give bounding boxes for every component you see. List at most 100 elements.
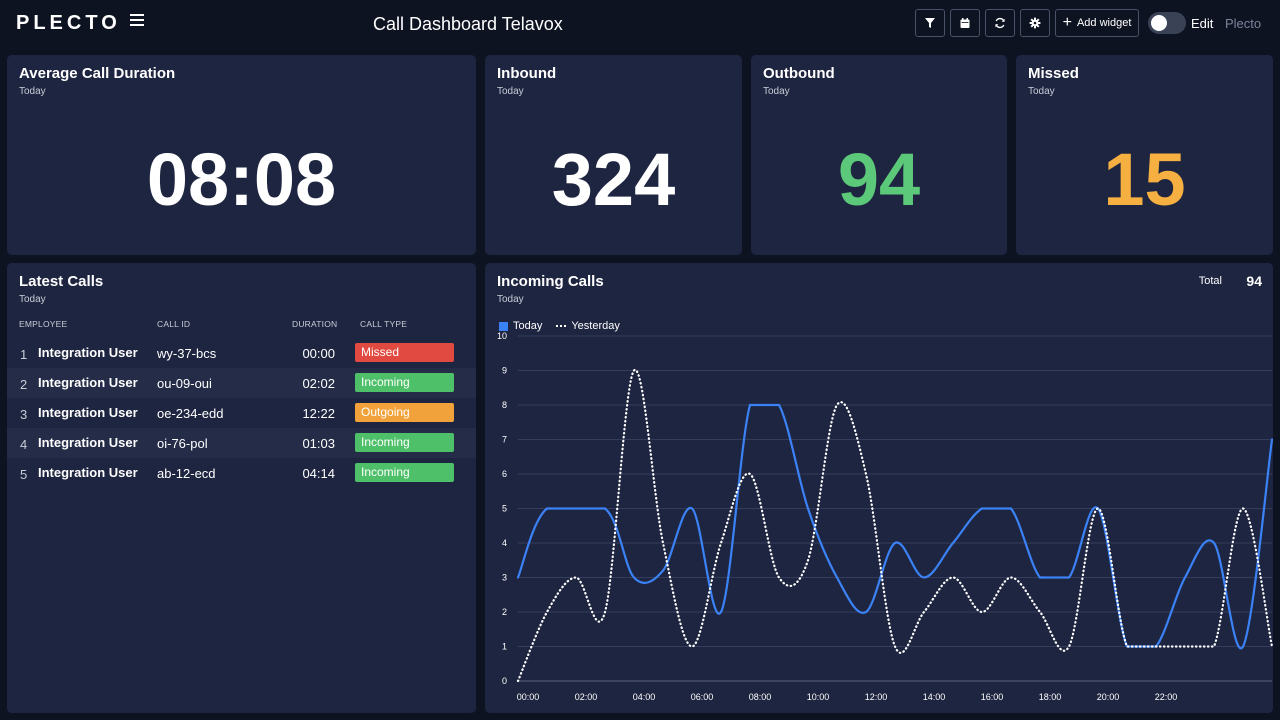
y-tick-label: 7 — [502, 435, 507, 445]
refresh-button[interactable] — [985, 9, 1015, 37]
widget-title: Missed — [1028, 65, 1079, 82]
x-tick-label: 14:00 — [923, 692, 946, 702]
call-duration: 00:00 — [302, 346, 335, 361]
table-row[interactable]: 5 Integration User ab-12-ecd 04:14 Incom… — [7, 458, 476, 488]
y-tick-label: 4 — [502, 538, 507, 548]
x-tick-label: 16:00 — [981, 692, 1004, 702]
y-tick-label: 3 — [502, 573, 507, 583]
legend-label-yesterday[interactable]: Yesterday — [571, 320, 620, 332]
refresh-icon — [995, 17, 1005, 29]
x-tick-label: 02:00 — [575, 692, 598, 702]
latest-calls-widget: Latest Calls Today EMPLOYEE CALL ID DURA… — [7, 263, 476, 713]
missed-widget: Missed Today 15 — [1016, 55, 1273, 255]
table-row[interactable]: 4 Integration User oi-76-pol 01:03 Incom… — [7, 428, 476, 458]
avg-duration-value: 08:08 — [146, 138, 337, 221]
employee-name: Integration User — [38, 375, 138, 390]
inbound-widget: Inbound Today 324 — [485, 55, 742, 255]
row-index: 3 — [20, 407, 28, 422]
legend-swatch-today — [499, 321, 508, 331]
table-row[interactable]: 1 Integration User wy-37-bcs 00:00 Misse… — [7, 338, 476, 368]
menu-icon[interactable] — [130, 14, 144, 28]
y-tick-label: 10 — [497, 331, 507, 341]
x-tick-label: 20:00 — [1097, 692, 1120, 702]
widget-subtitle: Today — [19, 86, 46, 97]
dashboard-title: Call Dashboard Telavox — [373, 14, 563, 34]
call-id: ab-12-ecd — [157, 466, 216, 481]
legend-swatch-yesterday — [556, 325, 567, 327]
y-tick-label: 8 — [502, 400, 507, 410]
widget-title: Outbound — [763, 65, 835, 82]
call-type-badge: Incoming — [355, 463, 454, 482]
call-id: wy-37-bcs — [157, 346, 217, 361]
widget-title: Inbound — [497, 65, 557, 82]
call-duration: 01:03 — [302, 436, 335, 451]
y-tick-label: 6 — [502, 469, 507, 479]
incoming-calls-chart: 0 1 2 3 4 5 6 7 8 9 10 00:00 02:00 04:00 06:00 08:00 10:… — [497, 331, 1273, 702]
call-type-badge: Incoming — [355, 433, 454, 452]
x-tick-label: 06:00 — [691, 692, 714, 702]
column-header-call-type[interactable]: CALL TYPE — [360, 319, 408, 329]
column-header-employee[interactable]: EMPLOYEE — [19, 319, 68, 329]
row-index: 5 — [20, 467, 28, 482]
settings-button[interactable] — [1020, 9, 1050, 37]
x-tick-label: 04:00 — [633, 692, 656, 702]
call-type-badge: Incoming — [355, 373, 454, 392]
y-tick-label: 5 — [502, 504, 507, 514]
series-line-today — [516, 403, 1273, 650]
widget-title: Latest Calls — [19, 273, 104, 290]
x-tick-label: 22:00 — [1155, 692, 1178, 702]
chart-legend: Today Yesterday — [499, 320, 620, 332]
user-menu[interactable]: Plecto — [1225, 16, 1262, 31]
series-line-yesterday — [516, 369, 1273, 683]
call-id: oe-234-edd — [157, 406, 224, 421]
y-tick-label: 9 — [502, 366, 507, 376]
widget-subtitle: Today — [497, 86, 524, 97]
call-duration: 04:14 — [302, 466, 335, 481]
column-header-duration[interactable]: DURATION — [292, 319, 338, 329]
widget-subtitle: Today — [497, 294, 524, 305]
add-widget-button[interactable]: + Add widget — [1055, 9, 1139, 37]
inbound-value: 324 — [551, 138, 676, 221]
widget-title: Average Call Duration — [19, 65, 176, 82]
gear-icon — [1029, 17, 1041, 29]
employee-name: Integration User — [38, 465, 138, 480]
x-tick-label: 10:00 — [807, 692, 830, 702]
filter-button[interactable] — [915, 9, 945, 37]
call-id: oi-76-pol — [157, 436, 208, 451]
avg-duration-widget: Average Call Duration Today 08:08 — [7, 55, 476, 255]
widget-subtitle: Today — [763, 86, 790, 97]
total-value: 94 — [1246, 273, 1262, 289]
missed-value: 15 — [1103, 138, 1186, 221]
table-row[interactable]: 3 Integration User oe-234-edd 12:22 Outg… — [7, 398, 476, 428]
employee-name: Integration User — [38, 435, 138, 450]
table-row[interactable]: 2 Integration User ou-09-oui 02:02 Incom… — [7, 368, 476, 398]
legend-label-today[interactable]: Today — [513, 320, 543, 332]
x-tick-label: 12:00 — [865, 692, 888, 702]
y-tick-label: 2 — [502, 607, 507, 617]
widget-subtitle: Today — [19, 294, 46, 305]
plecto-logo[interactable]: PLECTO — [16, 12, 121, 34]
column-header-call-id[interactable]: CALL ID — [157, 319, 191, 329]
add-widget-label: Add widget — [1076, 17, 1132, 29]
row-index: 1 — [20, 347, 28, 362]
call-duration: 02:02 — [302, 376, 335, 391]
x-tick-label: 08:00 — [749, 692, 772, 702]
call-type-badge: Outgoing — [355, 403, 454, 422]
x-tick-label: 00:00 — [517, 692, 540, 702]
call-type-badge: Missed — [355, 343, 454, 362]
widget-title: Incoming Calls — [497, 273, 604, 290]
row-index: 2 — [20, 377, 28, 392]
calendar-button[interactable] — [950, 9, 980, 37]
row-index: 4 — [20, 437, 28, 452]
top-bar: PLECTO Call Dashboard Telavox + Add widg… — [0, 0, 1280, 48]
employee-name: Integration User — [38, 345, 138, 360]
call-id: ou-09-oui — [157, 376, 212, 391]
x-tick-label: 18:00 — [1039, 692, 1062, 702]
y-tick-label: 0 — [502, 676, 507, 686]
widget-subtitle: Today — [1028, 86, 1055, 97]
incoming-calls-widget: Incoming Calls Today Total 94 Today Yest… — [485, 263, 1273, 713]
total-label: Total — [1198, 275, 1222, 287]
filter-icon — [925, 18, 935, 28]
y-tick-label: 1 — [502, 642, 507, 652]
edit-toggle[interactable] — [1148, 12, 1186, 34]
